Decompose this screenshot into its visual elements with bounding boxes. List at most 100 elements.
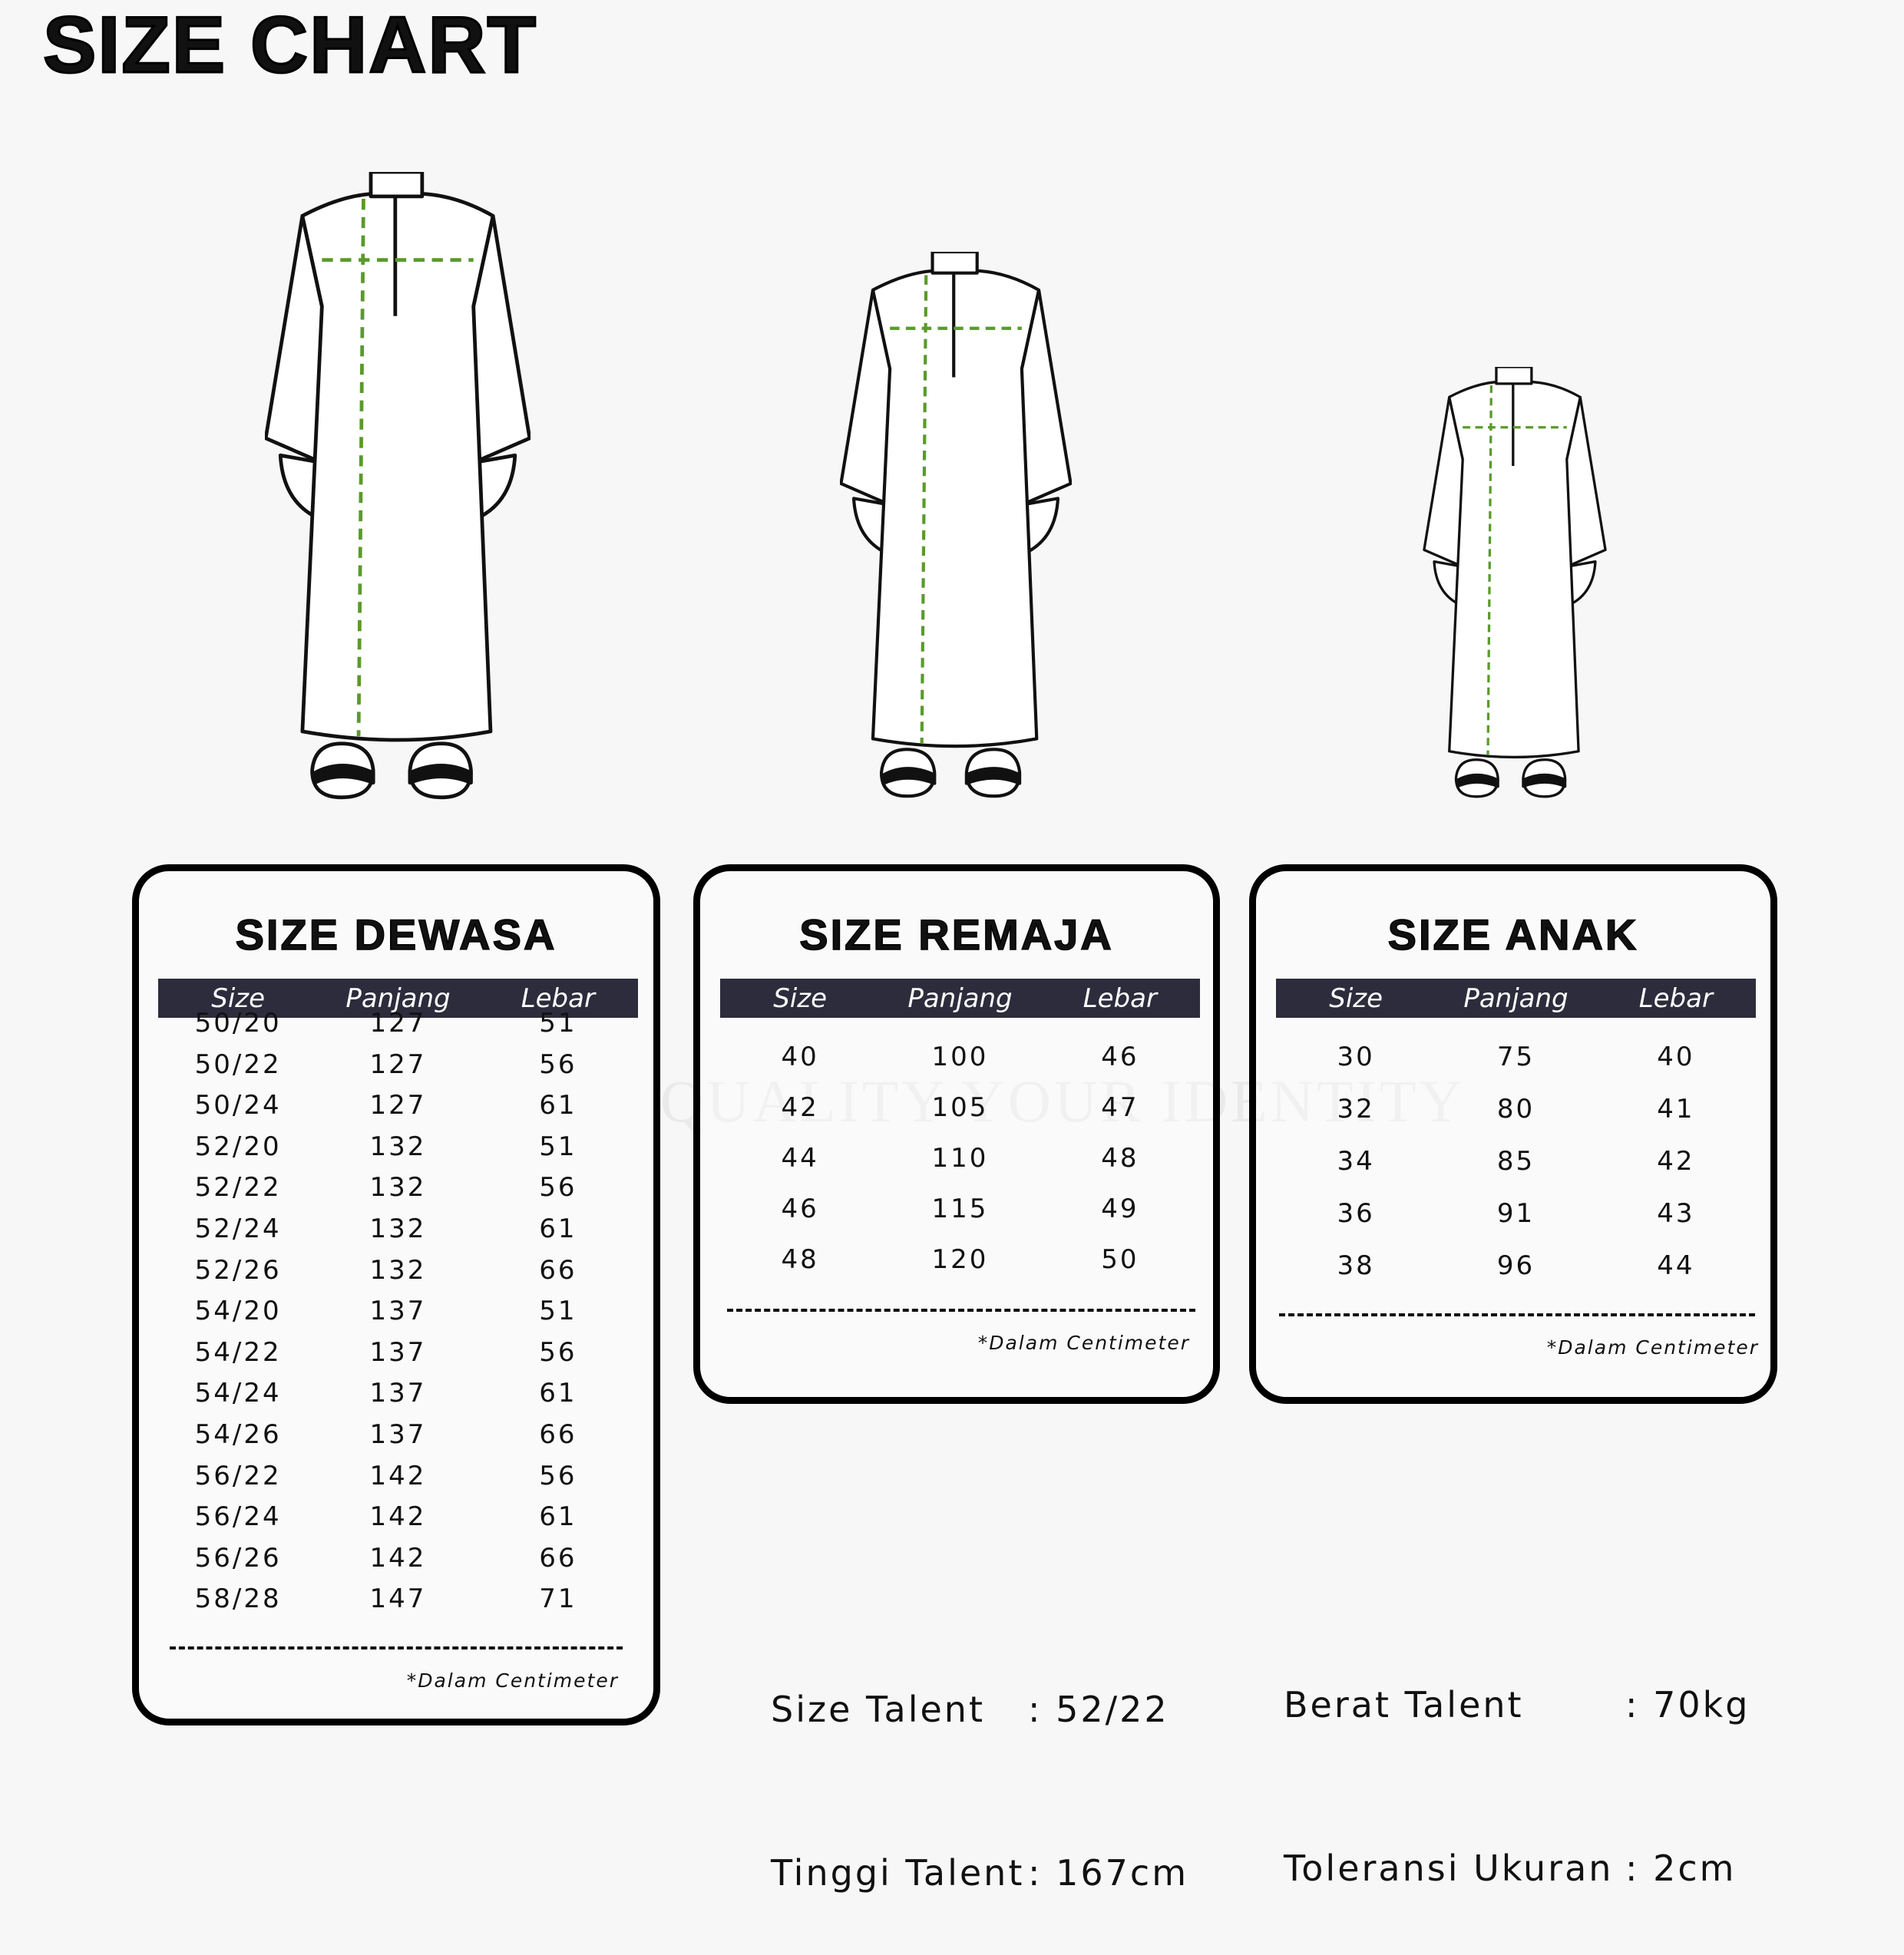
cell-panjang: 105 xyxy=(931,1092,989,1123)
cell-size: 56/22 xyxy=(194,1460,282,1491)
cell-panjang: 137 xyxy=(369,1296,427,1327)
cell-lebar: 56 xyxy=(539,1460,577,1491)
cell-panjang: 85 xyxy=(1496,1146,1535,1177)
table-row: 40 100 46 xyxy=(720,1042,1200,1072)
cell-lebar: 43 xyxy=(1657,1198,1695,1229)
cell-size: 30 xyxy=(1337,1042,1375,1072)
table-row: 48 120 50 xyxy=(720,1244,1200,1275)
cell-lebar: 66 xyxy=(539,1254,577,1286)
garment-adult-illustration xyxy=(265,172,531,800)
cell-lebar: 47 xyxy=(1101,1092,1139,1123)
table-row: 52/26 132 66 xyxy=(158,1255,638,1286)
cell-size: 54/22 xyxy=(194,1336,282,1368)
table-row: 34 85 42 xyxy=(1276,1146,1756,1177)
cell-panjang: 142 xyxy=(369,1460,427,1491)
cell-lebar: 48 xyxy=(1101,1143,1139,1174)
cell-panjang: 137 xyxy=(369,1419,427,1450)
height-talent-value: : 167cm xyxy=(1028,1852,1189,1894)
col-size: Size xyxy=(211,982,266,1014)
cell-panjang: 96 xyxy=(1496,1250,1535,1281)
cell-lebar: 71 xyxy=(539,1583,577,1615)
table-header: Size Panjang Lebar xyxy=(720,979,1200,1018)
cell-panjang: 142 xyxy=(369,1542,427,1574)
table-row: 52/22 132 56 xyxy=(158,1172,638,1203)
table-row: 32 80 41 xyxy=(1276,1094,1756,1124)
table-header: Size Panjang Lebar xyxy=(158,979,638,1018)
cell-panjang: 91 xyxy=(1496,1198,1535,1229)
cell-lebar: 61 xyxy=(539,1501,577,1533)
size-anak-card: SIZE ANAK Size Panjang Lebar 30 75 40 32 80 4… xyxy=(1249,864,1777,1404)
cell-panjang: 115 xyxy=(931,1194,989,1224)
unit-note: *Dalam Centimeter xyxy=(406,1669,619,1692)
size-dewasa-title: SIZE DEWASA xyxy=(235,910,557,959)
weight-talent-label: Berat Talent xyxy=(1284,1684,1524,1725)
col-panjang: Panjang xyxy=(345,982,451,1014)
cell-size: 34 xyxy=(1337,1146,1375,1177)
cell-panjang: 147 xyxy=(369,1583,427,1615)
table-header: Size Panjang Lebar xyxy=(1276,979,1756,1018)
cell-size: 36 xyxy=(1337,1198,1375,1229)
divider xyxy=(170,1646,623,1650)
table-row: 56/22 142 56 xyxy=(158,1461,638,1491)
cell-lebar: 56 xyxy=(539,1336,577,1368)
cell-lebar: 44 xyxy=(1657,1250,1695,1281)
cell-lebar: 40 xyxy=(1657,1042,1695,1072)
table-row: 52/24 132 61 xyxy=(158,1214,638,1244)
table-row: 54/22 137 56 xyxy=(158,1337,638,1368)
col-lebar: Lebar xyxy=(521,982,595,1014)
table-row: 46 115 49 xyxy=(720,1194,1200,1224)
cell-size: 56/24 xyxy=(194,1501,282,1533)
cell-size: 52/24 xyxy=(194,1214,282,1244)
height-talent: Tinggi Talent: 167cm xyxy=(771,1846,1188,1901)
weight-talent: Berat Talent : 70kg xyxy=(1284,1678,1750,1732)
garment-child-illustration xyxy=(1423,367,1607,798)
divider xyxy=(1279,1313,1755,1316)
cell-size: 54/20 xyxy=(194,1296,282,1327)
table-row: 42 105 47 xyxy=(720,1092,1200,1123)
cell-panjang: 132 xyxy=(369,1172,427,1204)
table-row: 50/20 127 51 xyxy=(158,1008,638,1039)
cell-panjang: 132 xyxy=(369,1131,427,1162)
cell-size: 46 xyxy=(781,1194,819,1224)
size-remaja-card: SIZE REMAJA Size Panjang Lebar 40 100 46 42… xyxy=(693,864,1220,1404)
cell-lebar: 66 xyxy=(539,1419,577,1450)
cell-lebar: 46 xyxy=(1101,1042,1139,1072)
table-row: 52/20 132 51 xyxy=(158,1131,638,1162)
size-dewasa-card: SIZE DEWASA Size Panjang Lebar 50/20 127 5… xyxy=(132,864,660,1725)
cell-size: 58/28 xyxy=(194,1583,282,1615)
col-size: Size xyxy=(1329,982,1383,1014)
cell-panjang: 110 xyxy=(931,1143,989,1174)
col-lebar: Lebar xyxy=(1638,982,1713,1014)
cell-lebar: 51 xyxy=(539,1131,577,1162)
cell-lebar: 61 xyxy=(539,1378,577,1409)
table-row: 50/24 127 61 xyxy=(158,1090,638,1121)
table-row: 54/20 137 51 xyxy=(158,1296,638,1326)
cell-lebar: 50 xyxy=(1101,1244,1139,1275)
table-row: 44 110 48 xyxy=(720,1143,1200,1174)
cell-size: 32 xyxy=(1337,1094,1375,1124)
weight-talent-value: : 70kg xyxy=(1625,1684,1750,1725)
talent-info-left: Size Talent: 52/22 Tinggi Talent: 167cm xyxy=(771,1574,1188,1955)
page-title: SIZE CHART xyxy=(42,0,537,91)
cell-lebar: 61 xyxy=(539,1090,577,1121)
table-row: 38 96 44 xyxy=(1276,1250,1756,1281)
tolerance: Toleransi Ukuran: 2cm xyxy=(1284,1841,1750,1896)
table-row: 54/26 137 66 xyxy=(158,1419,638,1450)
cell-panjang: 75 xyxy=(1496,1042,1535,1072)
cell-size: 40 xyxy=(781,1042,819,1072)
cell-size: 56/26 xyxy=(194,1542,282,1574)
col-panjang: Panjang xyxy=(907,982,1013,1014)
cell-panjang: 100 xyxy=(931,1042,989,1072)
cell-lebar: 56 xyxy=(539,1049,577,1080)
divider xyxy=(727,1309,1195,1312)
cell-size: 42 xyxy=(781,1092,819,1123)
cell-lebar: 56 xyxy=(539,1172,577,1204)
table-row: 56/24 142 61 xyxy=(158,1501,638,1532)
cell-lebar: 42 xyxy=(1657,1146,1695,1177)
talent-info-right: Berat Talent : 70kg Toleransi Ukuran: 2cm xyxy=(1284,1569,1750,1950)
size-remaja-title: SIZE REMAJA xyxy=(799,910,1114,959)
cell-panjang: 142 xyxy=(369,1501,427,1533)
table-row: 50/22 127 56 xyxy=(158,1049,638,1080)
size-talent-value: : 52/22 xyxy=(1028,1689,1169,1730)
size-talent: Size Talent: 52/22 xyxy=(771,1683,1188,1737)
